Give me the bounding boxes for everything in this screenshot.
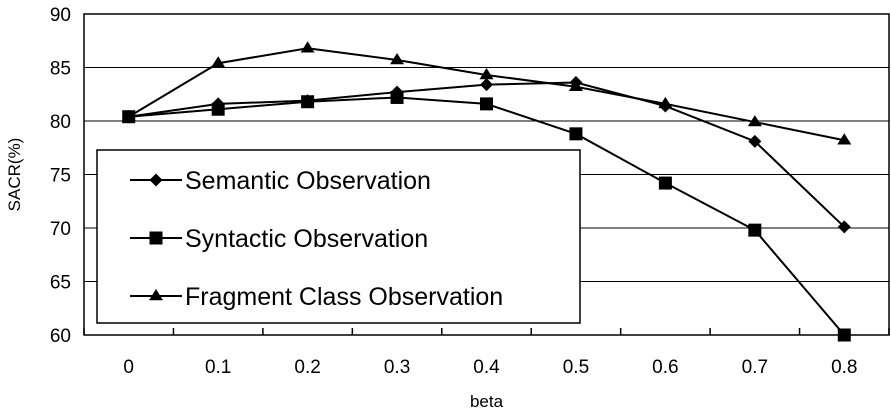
legend-item: Syntactic Observation [130, 225, 428, 253]
legend-box [96, 149, 581, 324]
diamond-marker [837, 220, 851, 234]
x-tick-label: 0.6 [652, 357, 678, 378]
triangle-marker [390, 53, 405, 65]
diamond-marker [748, 134, 762, 148]
plot-area [83, 13, 890, 336]
x-axis-tick-labels: 0 0.1 0.2 0.3 0.4 0.5 0.6 0.7 0.8 [123, 357, 857, 378]
triangle-marker [211, 56, 226, 68]
triangle-marker [121, 109, 136, 121]
diamond-marker [149, 173, 163, 187]
x-tick-label: 0 [123, 357, 134, 378]
triangle-marker [479, 67, 494, 80]
square-marker [301, 95, 315, 109]
legend: Semantic Observation Syntactic Observatio… [96, 149, 581, 324]
y-tick-label: 60 [50, 326, 71, 347]
x-tick-label: 0.8 [831, 357, 857, 378]
x-axis-label: beta [470, 392, 504, 411]
square-marker [390, 90, 404, 104]
triangle-marker [300, 41, 315, 53]
x-tick-label: 0.5 [563, 357, 589, 378]
y-tick-label: 70 [50, 219, 71, 240]
triangle-marker [568, 79, 583, 91]
legend-label: Semantic Observation [185, 167, 431, 195]
square-marker [211, 102, 225, 116]
x-axis-ticks [83, 328, 890, 335]
square-marker [480, 97, 493, 111]
x-tick-label: 0.7 [742, 357, 768, 378]
triangle-marker [658, 96, 673, 109]
x-tick-label: 0.2 [294, 357, 320, 378]
square-marker [658, 176, 672, 190]
legend-label: Syntactic Observation [185, 225, 428, 253]
y-tick-label: 75 [50, 166, 71, 187]
y-axis-tick-labels: 60 65 70 75 80 85 90 [50, 5, 71, 347]
y-axis-label: SACR(%) [5, 138, 24, 212]
y-tick-label: 90 [50, 5, 71, 26]
triangle-marker [149, 289, 163, 301]
y-tick-label: 85 [50, 59, 71, 80]
triangle-marker [747, 115, 762, 127]
series-square [122, 90, 851, 342]
diamond-marker [480, 78, 493, 92]
x-tick-label: 0.4 [473, 357, 500, 378]
series-line [128, 47, 845, 142]
y-tick-label: 65 [50, 273, 71, 294]
square-marker [569, 127, 583, 141]
triangle-marker [837, 133, 852, 145]
square-marker [748, 223, 762, 237]
x-tick-label: 0.1 [205, 357, 231, 378]
series-triangle [121, 41, 852, 145]
legend-item: Fragment Class Observation [130, 283, 503, 311]
legend-item: Semantic Observation [130, 167, 431, 195]
x-tick-label: 0.3 [384, 357, 410, 378]
legend-label: Fragment Class Observation [185, 283, 503, 311]
data-series [121, 41, 852, 342]
square-marker [149, 231, 163, 245]
y-tick-label: 80 [50, 112, 71, 133]
square-marker [837, 328, 851, 342]
